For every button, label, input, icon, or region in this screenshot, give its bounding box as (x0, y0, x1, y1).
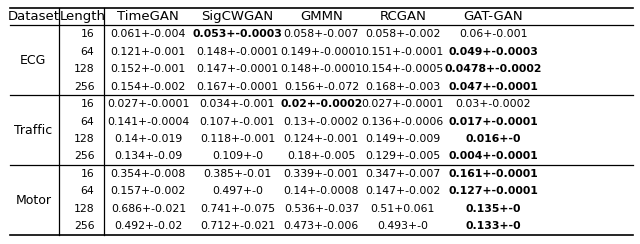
Text: 256: 256 (74, 221, 94, 231)
Text: 0.167+-0.0001: 0.167+-0.0001 (196, 81, 278, 92)
Text: 0.027+-0.0001: 0.027+-0.0001 (107, 99, 189, 109)
Text: 0.686+-0.021: 0.686+-0.021 (111, 204, 186, 214)
Text: 0.03+-0.0002: 0.03+-0.0002 (455, 99, 531, 109)
Text: 0.154+-0.0005: 0.154+-0.0005 (362, 64, 444, 74)
Text: 0.147+-0.0001: 0.147+-0.0001 (196, 64, 278, 74)
Text: 0.741+-0.075: 0.741+-0.075 (200, 204, 275, 214)
Text: 0.13+-0.0002: 0.13+-0.0002 (284, 117, 359, 127)
Text: 0.118+-0.001: 0.118+-0.001 (200, 134, 275, 144)
Text: 0.017+-0.0001: 0.017+-0.0001 (448, 117, 538, 127)
Text: 0.385+-0.01: 0.385+-0.01 (204, 169, 271, 179)
Text: 0.053+-0.0003: 0.053+-0.0003 (193, 29, 282, 39)
Text: 0.136+-0.0006: 0.136+-0.0006 (362, 117, 444, 127)
Text: 0.149+-0.009: 0.149+-0.009 (365, 134, 440, 144)
Text: Length: Length (60, 10, 106, 23)
Text: GMMN: GMMN (300, 10, 342, 23)
Text: 0.134+-0.09: 0.134+-0.09 (115, 152, 182, 162)
Text: GAT-GAN: GAT-GAN (463, 10, 523, 23)
Text: RCGAN: RCGAN (380, 10, 426, 23)
Text: 0.124+-0.001: 0.124+-0.001 (284, 134, 359, 144)
Text: 0.154+-0.002: 0.154+-0.002 (111, 81, 186, 92)
Text: 128: 128 (74, 134, 94, 144)
Text: 0.147+-0.002: 0.147+-0.002 (365, 186, 440, 196)
Text: 0.129+-0.005: 0.129+-0.005 (365, 152, 440, 162)
Text: 0.127+-0.0001: 0.127+-0.0001 (448, 186, 538, 196)
Text: 0.004+-0.0001: 0.004+-0.0001 (448, 152, 538, 162)
Text: 0.14+-0.0008: 0.14+-0.0008 (284, 186, 359, 196)
Text: Traffic: Traffic (14, 124, 52, 137)
Text: 128: 128 (74, 204, 94, 214)
Text: 0.148+-0.0001: 0.148+-0.0001 (196, 47, 278, 57)
Text: 0.14+-0.019: 0.14+-0.019 (115, 134, 182, 144)
Text: 128: 128 (74, 64, 94, 74)
Text: Dataset: Dataset (7, 10, 60, 23)
Text: 0.492+-0.02: 0.492+-0.02 (115, 221, 182, 231)
Text: 0.141+-0.0004: 0.141+-0.0004 (108, 117, 189, 127)
Text: 0.536+-0.037: 0.536+-0.037 (284, 204, 359, 214)
Text: 0.133+-0: 0.133+-0 (465, 221, 521, 231)
Text: 0.06+-0.001: 0.06+-0.001 (459, 29, 527, 39)
Text: 0.049+-0.0003: 0.049+-0.0003 (448, 47, 538, 57)
Text: 0.152+-0.001: 0.152+-0.001 (111, 64, 186, 74)
Text: 0.18+-0.005: 0.18+-0.005 (287, 152, 356, 162)
Text: 0.161+-0.0001: 0.161+-0.0001 (448, 169, 538, 179)
Text: 0.0478+-0.0002: 0.0478+-0.0002 (444, 64, 542, 74)
Text: TimeGAN: TimeGAN (118, 10, 179, 23)
Text: 0.148+-0.0001: 0.148+-0.0001 (280, 64, 362, 74)
Text: 64: 64 (81, 47, 94, 57)
Text: 64: 64 (81, 186, 94, 196)
Text: 0.107+-0.001: 0.107+-0.001 (200, 117, 275, 127)
Text: 0.109+-0: 0.109+-0 (212, 152, 263, 162)
Text: 0.016+-0: 0.016+-0 (465, 134, 521, 144)
Text: 0.135+-0: 0.135+-0 (465, 204, 521, 214)
Text: 16: 16 (81, 29, 94, 39)
Text: 16: 16 (81, 169, 94, 179)
Text: ECG: ECG (20, 54, 47, 67)
Text: 0.157+-0.002: 0.157+-0.002 (111, 186, 186, 196)
Text: 0.034+-0.001: 0.034+-0.001 (200, 99, 275, 109)
Text: 0.156+-0.072: 0.156+-0.072 (284, 81, 359, 92)
Text: 16: 16 (81, 99, 94, 109)
Text: 256: 256 (74, 152, 94, 162)
Text: 0.347+-0.007: 0.347+-0.007 (365, 169, 440, 179)
Text: 0.168+-0.003: 0.168+-0.003 (365, 81, 440, 92)
Text: 0.497+-0: 0.497+-0 (212, 186, 263, 196)
Text: 0.339+-0.001: 0.339+-0.001 (284, 169, 359, 179)
Text: 0.354+-0.008: 0.354+-0.008 (111, 169, 186, 179)
Text: 0.058+-0.002: 0.058+-0.002 (365, 29, 440, 39)
Text: 0.058+-0.007: 0.058+-0.007 (284, 29, 359, 39)
Text: 0.121+-0.001: 0.121+-0.001 (111, 47, 186, 57)
Text: 0.712+-0.021: 0.712+-0.021 (200, 221, 275, 231)
Text: 64: 64 (81, 117, 94, 127)
Text: 0.51+0.061: 0.51+0.061 (371, 204, 435, 214)
Text: Motor: Motor (15, 194, 51, 207)
Text: 0.02+-0.0002: 0.02+-0.0002 (280, 99, 362, 109)
Text: 0.151+-0.0001: 0.151+-0.0001 (362, 47, 444, 57)
Text: 0.061+-0.004: 0.061+-0.004 (111, 29, 186, 39)
Text: SigCWGAN: SigCWGAN (202, 10, 273, 23)
Text: 0.473+-0.006: 0.473+-0.006 (284, 221, 359, 231)
Text: 0.493+-0: 0.493+-0 (377, 221, 428, 231)
Text: 0.027+-0.0001: 0.027+-0.0001 (362, 99, 444, 109)
Text: 0.149+-0.0001: 0.149+-0.0001 (280, 47, 362, 57)
Text: 256: 256 (74, 81, 94, 92)
Text: 0.047+-0.0001: 0.047+-0.0001 (448, 81, 538, 92)
